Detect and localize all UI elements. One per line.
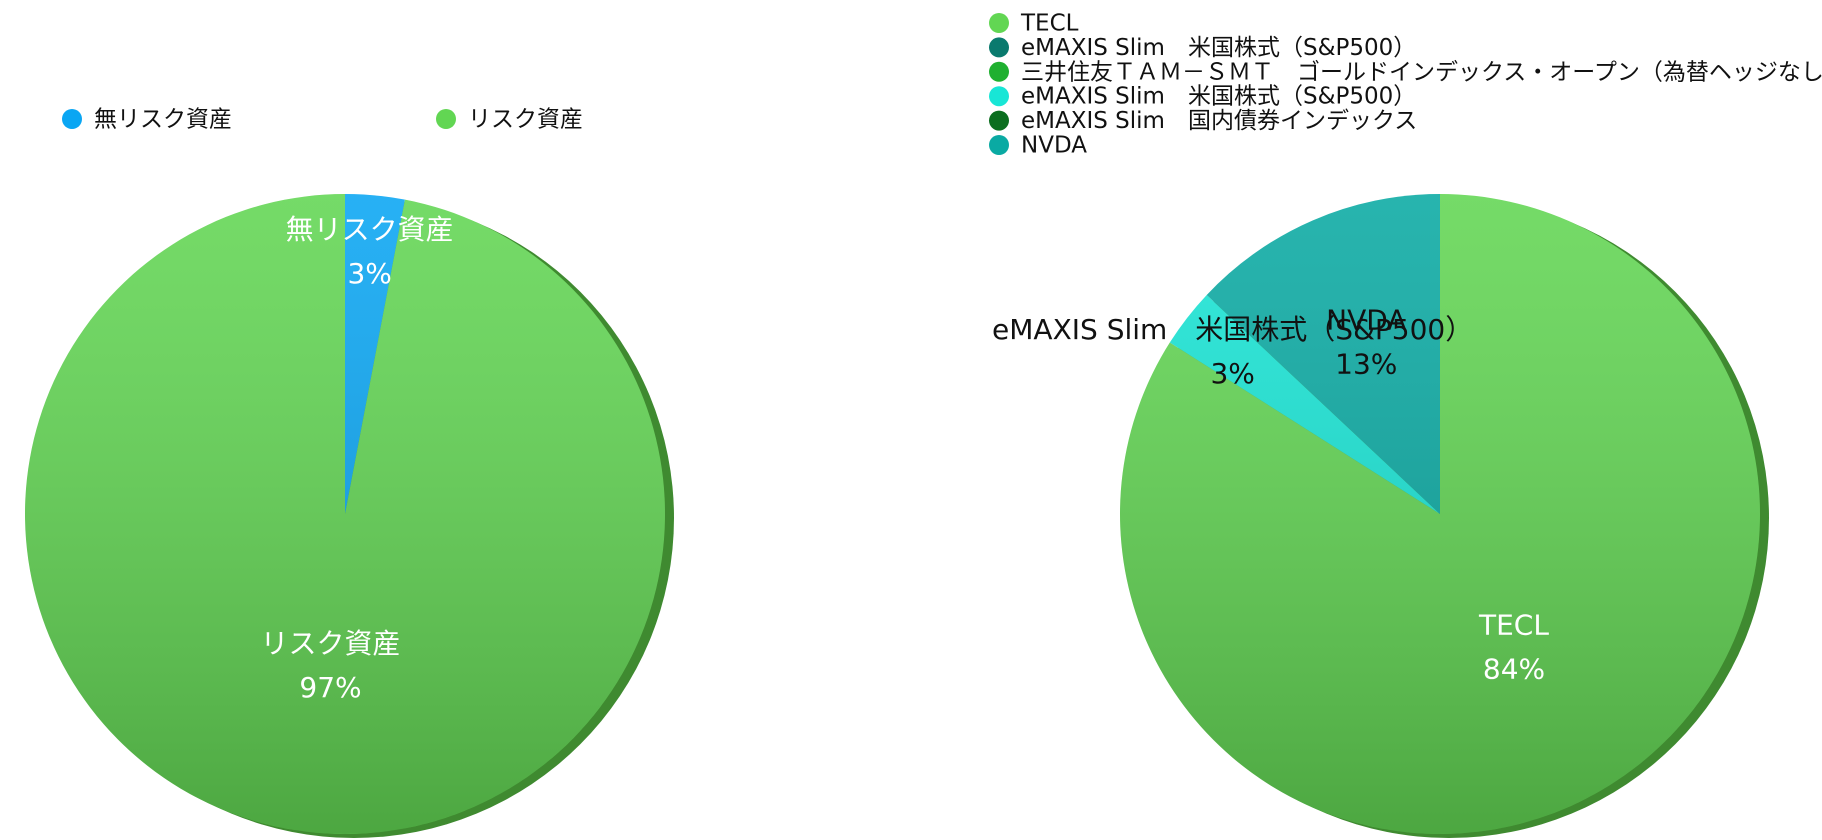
slice-value: 3% [1210,357,1254,390]
legend-label: eMAXIS Slim 国内債券インデックス [1021,108,1417,134]
legend-label: TECL [1020,11,1079,37]
legend-swatch [989,61,1009,82]
legend-label: リスク資産 [468,107,583,133]
slice-name: eMAXIS Slim 米国株式（S&P500） [992,313,1473,346]
legend-swatch [989,13,1009,33]
slice-name: TECL [1478,609,1549,642]
slice-value: 97% [299,671,361,704]
slice-value: 3% [347,257,391,290]
slice-name: 無リスク資産 [286,213,454,246]
pie-slice [24,194,665,835]
slice-value: 13% [1335,348,1397,381]
legend-label: NVDA [1021,133,1087,159]
slice-name: NVDA [1326,304,1406,337]
legend-label: 三井住友ＴＡＭ－ＳＭＴ ゴールドインデックス・オープン（為替ヘッジなし） [1021,59,1822,85]
legend-swatch [62,109,82,129]
legend-label: eMAXIS Slim 米国株式（S&P500） [1021,84,1416,110]
slice-value: 84% [1483,653,1545,686]
legend-swatch [989,37,1009,58]
slice-name: リスク資産 [261,627,401,660]
legend-swatch [989,110,1009,131]
legend-label: 無リスク資産 [94,107,232,133]
legend-label: eMAXIS Slim 米国株式（S&P500） [1021,35,1416,61]
legend-swatch [989,86,1009,107]
legend-swatch [436,109,456,129]
legend-swatch [989,135,1009,155]
